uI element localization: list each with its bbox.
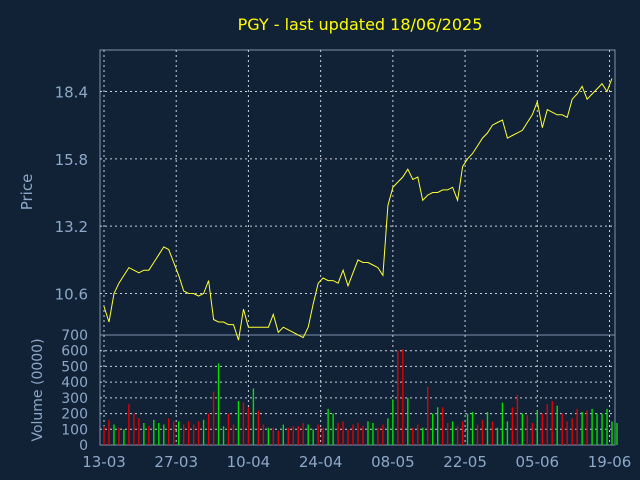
x-tick-label: 22-05 bbox=[443, 453, 487, 471]
chart-title: PGY - last updated 18/06/2025 bbox=[238, 15, 483, 34]
x-tick-label: 24-04 bbox=[299, 453, 343, 471]
volume-axis-label: Volume (0000) bbox=[30, 338, 46, 441]
price-line bbox=[103, 78, 613, 341]
x-tick-label: 05-06 bbox=[515, 453, 559, 471]
price-y-tick-label: 10.6 bbox=[55, 286, 88, 304]
volume-y-tick-label: 0 bbox=[79, 438, 88, 454]
x-tick-label: 10-04 bbox=[227, 453, 271, 471]
price-y-tick-labels: 10.6 13.2 15.8 18.4 bbox=[55, 83, 88, 303]
volume-y-tick-label: 500 bbox=[61, 359, 88, 375]
volume-y-tick-label: 700 bbox=[61, 328, 88, 344]
volume-y-tick-label: 300 bbox=[61, 391, 88, 407]
x-tick-label: 27-03 bbox=[154, 453, 198, 471]
price-y-tick-label: 13.2 bbox=[55, 218, 88, 236]
volume-y-tick-label: 200 bbox=[61, 407, 88, 423]
x-tick-label: 13-03 bbox=[82, 453, 126, 471]
price-y-tick-label: 15.8 bbox=[55, 151, 88, 169]
price-y-tick-label: 18.4 bbox=[55, 83, 88, 101]
x-tick-label: 08-05 bbox=[371, 453, 415, 471]
volume-y-tick-label: 600 bbox=[61, 344, 88, 360]
volume-y-tick-label: 400 bbox=[61, 375, 88, 391]
x-tick-label: 19-06 bbox=[588, 453, 632, 471]
x-tick-labels: 13-03 27-03 10-04 24-04 08-05 22-05 05-06 19-06 bbox=[82, 453, 631, 471]
price-axis-label: Price bbox=[18, 174, 36, 211]
volume-bars bbox=[103, 349, 618, 445]
grid-lines bbox=[100, 50, 615, 445]
price-line-group bbox=[103, 78, 613, 341]
volume-y-tick-label: 100 bbox=[61, 422, 88, 438]
